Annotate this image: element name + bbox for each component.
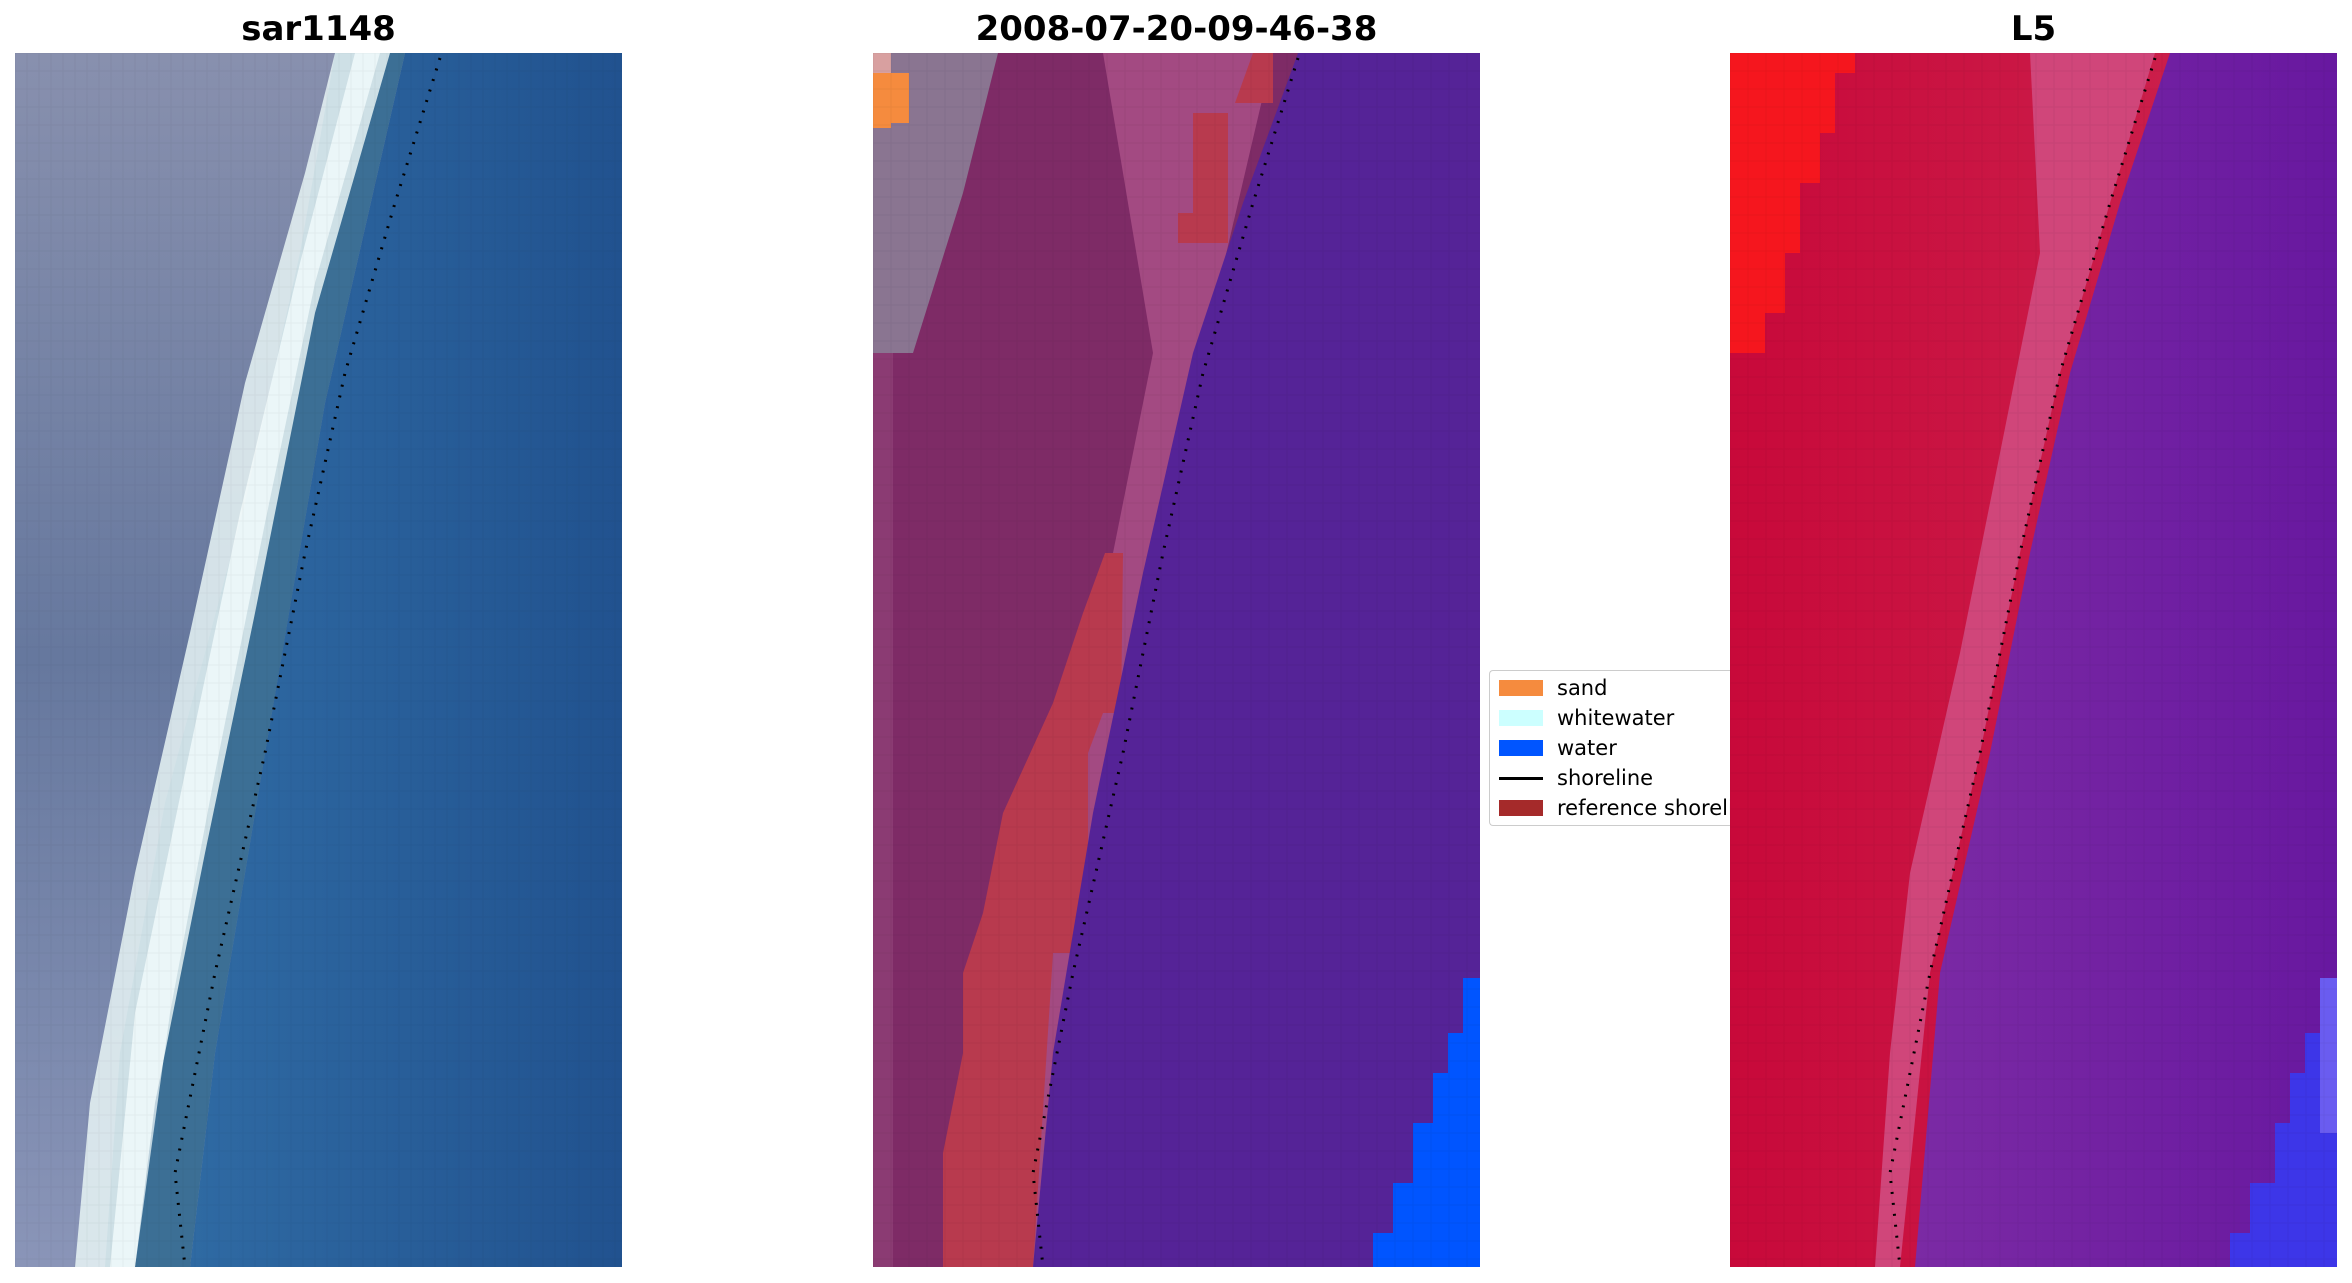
shoreline-dotted	[173, 57, 442, 1267]
legend-item-water: water	[1499, 733, 1730, 763]
legend-label: reference shoreline	[1557, 796, 1730, 820]
index-image-panel	[1730, 53, 2337, 1267]
panel-title-classified: 2008-07-20-09-46-38	[975, 9, 1378, 49]
legend-item-shoreline: shoreline	[1499, 763, 1730, 793]
legend-item-whitewater: whitewater	[1499, 703, 1730, 733]
shoreline-line-swatch	[1499, 777, 1543, 780]
classified-image-panel	[873, 53, 1480, 1267]
legend-label: sand	[1557, 676, 1608, 700]
shoreline-dotted	[1031, 57, 1300, 1267]
sand-swatch	[1499, 680, 1543, 696]
panel-title-index: L5	[2010, 9, 2057, 49]
whitewater-swatch	[1499, 710, 1543, 726]
rgb-image-panel	[15, 53, 622, 1267]
legend-item-reference-shoreline: reference shoreline	[1499, 793, 1730, 823]
reference-shoreline-swatch	[1499, 800, 1543, 816]
legend-item-sand: sand	[1499, 673, 1730, 703]
water-swatch	[1499, 740, 1543, 756]
legend: sand whitewater water shoreline referenc…	[1489, 670, 1730, 826]
legend-label: whitewater	[1557, 706, 1675, 730]
legend-label: shoreline	[1557, 766, 1654, 790]
legend-label: water	[1557, 736, 1617, 760]
panel-title-rgb: sar1148	[241, 9, 396, 49]
shoreline-dotted	[1888, 57, 2157, 1267]
